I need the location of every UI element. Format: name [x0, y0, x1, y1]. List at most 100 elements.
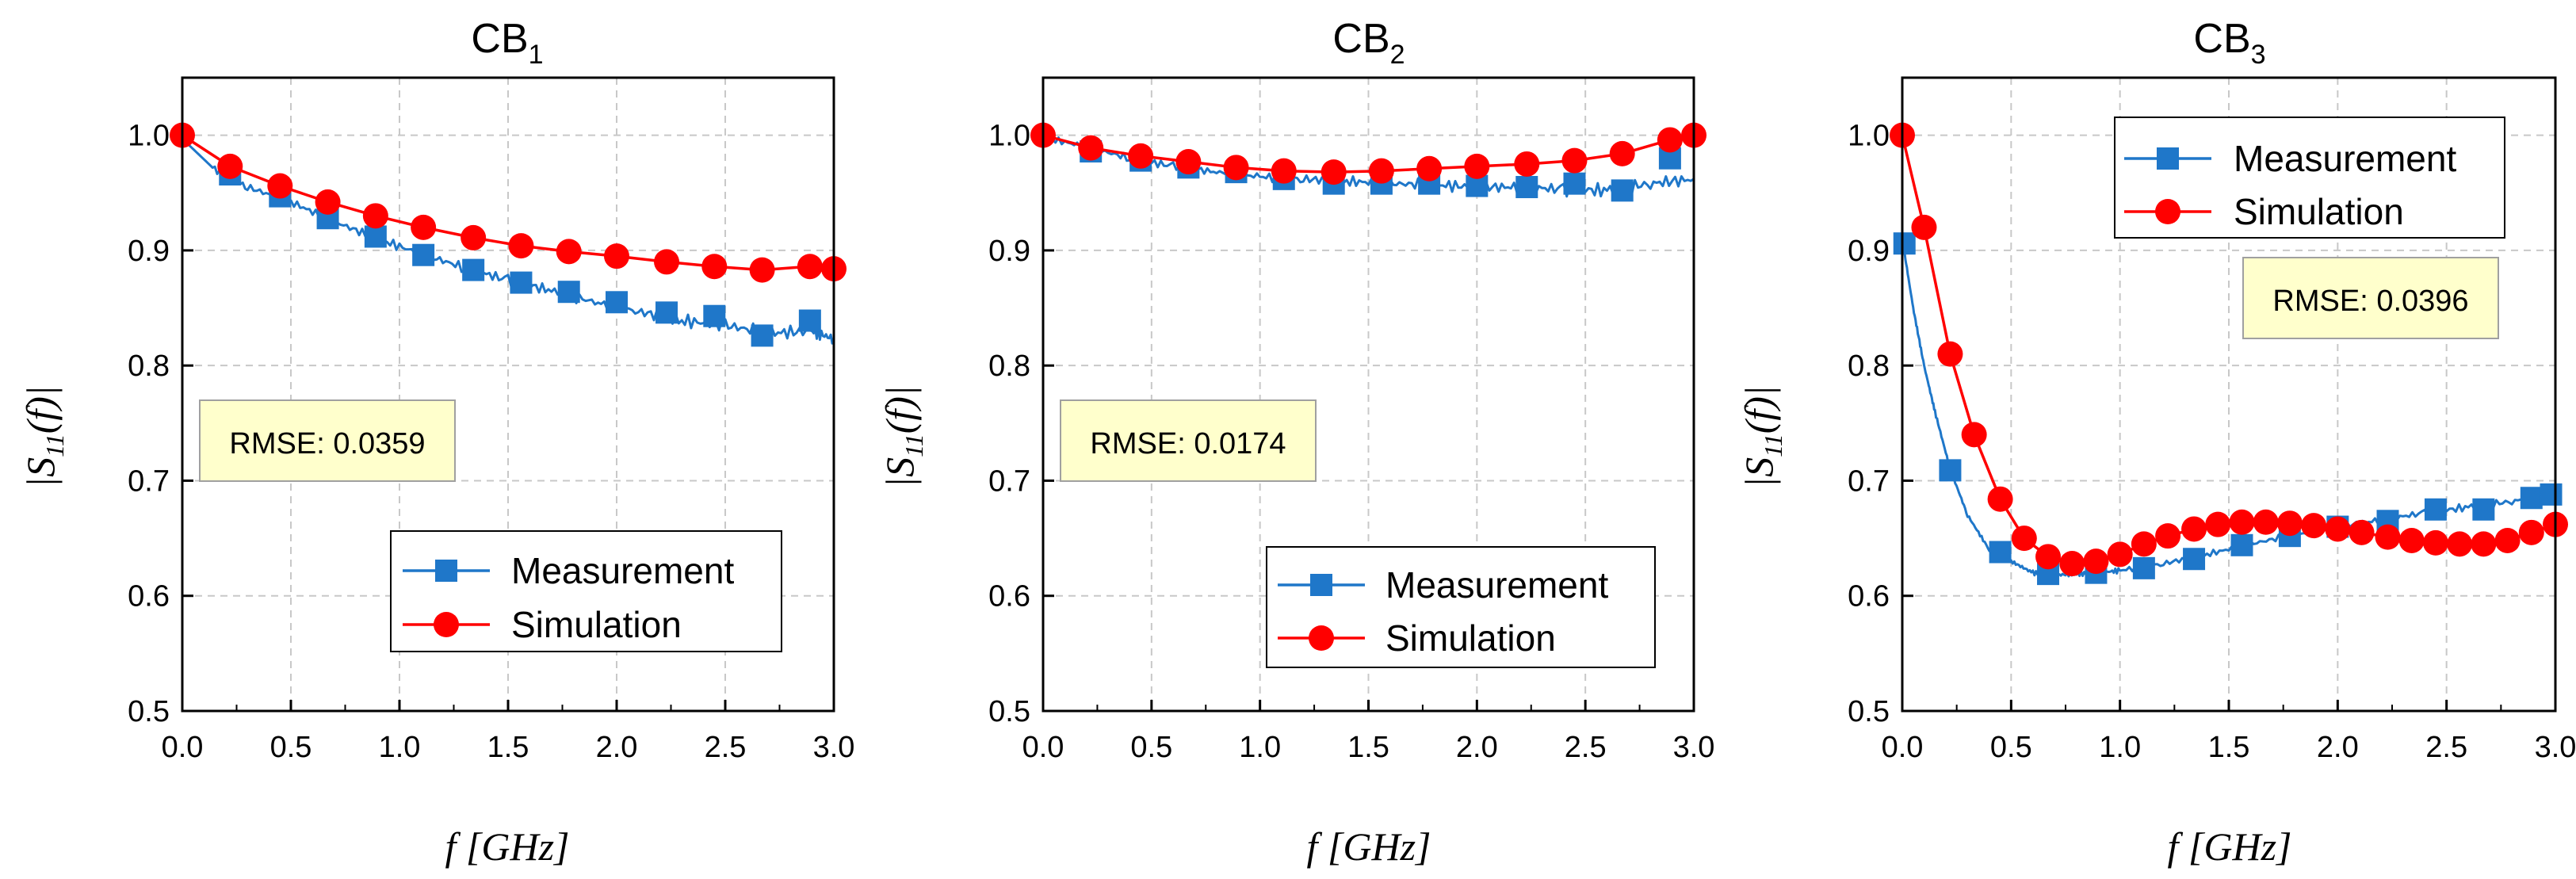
data-point-simulation — [1271, 158, 1297, 184]
y-tick-label: 0.5 — [1848, 695, 1890, 728]
data-point-simulation — [2083, 548, 2109, 575]
chart-title: CB1 — [471, 16, 543, 70]
chart-cb2: CB2 f [GHz] |S11(f)| 0.0 0.5 1.0 1.5 2.0 2.5 3… — [877, 16, 1714, 869]
data-point-measurement — [1515, 176, 1538, 199]
legend-measurement-sample — [403, 560, 490, 582]
x-tick-label: 2.0 — [1456, 731, 1498, 764]
legend-simulation-label: Simulation — [1385, 617, 1556, 659]
legend: Measurement Simulation — [2114, 117, 2505, 239]
data-point-simulation — [604, 243, 629, 269]
data-point-simulation — [556, 239, 582, 265]
data-point-measurement — [364, 225, 387, 248]
plot-area: 0.0 0.5 1.0 1.5 2.0 2.5 3.00.50.60.70.80.91.0 — [1848, 76, 2576, 764]
data-point-measurement — [1893, 232, 1916, 255]
markers-measurement — [219, 163, 821, 347]
data-point-simulation — [411, 214, 437, 240]
legend-measurement-label: Measurement — [1385, 564, 1608, 606]
rmse-label: RMSE: 0.0359 — [229, 427, 425, 461]
data-point-simulation — [1128, 143, 1154, 169]
x-tick-label: 1.0 — [2099, 731, 2141, 764]
rmse-box-background — [2242, 257, 2499, 339]
data-point-simulation — [2494, 527, 2521, 553]
data-point-measurement — [2540, 483, 2563, 506]
data-point-simulation — [701, 254, 728, 280]
legend-marker — [435, 560, 457, 582]
plot-frame — [181, 76, 835, 713]
data-point-measurement — [2132, 556, 2155, 579]
rmse-label: RMSE: 0.0396 — [2272, 285, 2468, 318]
y-tick-label: 0.8 — [1848, 350, 1890, 383]
data-point-simulation — [2398, 527, 2425, 553]
data-point-simulation — [1937, 341, 1963, 367]
rmse-box: RMSE: 0.0359 — [199, 399, 456, 482]
data-point-measurement — [557, 281, 580, 304]
data-point-simulation — [1657, 127, 1683, 153]
legend-marker — [2157, 147, 2179, 170]
plot-frame — [1901, 76, 2557, 713]
rmse-box: RMSE: 0.0396 — [2242, 257, 2499, 339]
y-tick-label: 0.8 — [988, 350, 1030, 383]
data-point-simulation — [1078, 135, 1104, 161]
legend-simulation-label: Simulation — [2234, 191, 2404, 232]
plot-area: 0.0 0.5 1.0 1.5 2.0 2.5 3.00.50.60.70.80.91.0 — [128, 76, 854, 764]
x-tick-label: 1.0 — [1239, 731, 1281, 764]
x-tick-label: 3.0 — [2535, 731, 2576, 764]
y-tick-label: 0.6 — [1848, 580, 1890, 613]
data-point-measurement — [1989, 541, 2012, 564]
data-point-simulation — [1609, 140, 1635, 166]
y-axis-label: |S11(f)| — [18, 385, 69, 487]
x-tick-label: 2.5 — [705, 731, 747, 764]
legend-simulation-sample — [1278, 625, 1365, 651]
data-point-simulation — [1561, 147, 1588, 174]
data-point-simulation — [2422, 529, 2448, 556]
markers-measurement — [1893, 232, 2563, 586]
x-tick-label: 2.0 — [596, 731, 638, 764]
x-tick-label: 2.0 — [2317, 731, 2359, 764]
y-tick-label: 0.9 — [988, 235, 1030, 268]
data-point-simulation — [2059, 551, 2085, 577]
data-point-measurement — [2230, 533, 2253, 556]
data-point-simulation — [1175, 149, 1202, 175]
x-tick-label: 1.5 — [2208, 731, 2250, 764]
legend-measurement-label: Measurement — [2234, 138, 2456, 179]
data-point-simulation — [1223, 155, 1249, 181]
y-axis-label: |S11(f)| — [1737, 385, 1787, 487]
data-point-simulation — [2471, 531, 2497, 557]
data-point-measurement — [1939, 459, 1962, 482]
y-tick-label: 0.9 — [128, 235, 170, 268]
data-point-simulation — [654, 249, 680, 275]
y-tick-label: 0.9 — [1848, 235, 1890, 268]
legend: Measurement Simulation — [1266, 546, 1656, 668]
data-point-measurement — [2424, 498, 2447, 521]
legend-simulation-sample — [403, 612, 490, 637]
x-tick-label: 2.5 — [2425, 731, 2467, 764]
x-tick-label: 0.0 — [162, 731, 204, 764]
data-point-measurement — [751, 324, 774, 347]
data-point-simulation — [2276, 510, 2303, 537]
data-point-simulation — [797, 254, 823, 280]
data-point-measurement — [606, 291, 628, 314]
data-point-measurement — [655, 301, 678, 324]
x-tick-label: 2.5 — [1565, 731, 1607, 764]
x-tick-label: 0.5 — [1130, 731, 1172, 764]
data-point-simulation — [217, 153, 243, 179]
x-axis-label: f [GHz] — [445, 824, 570, 869]
rmse-box-background — [199, 399, 456, 482]
data-point-simulation — [1416, 155, 1443, 182]
legend-frame — [2114, 117, 2505, 239]
data-point-simulation — [2107, 541, 2133, 568]
data-point-measurement — [1611, 179, 1634, 202]
chart-cb1: CB1 f [GHz] |S11(f)| 0.0 0.5 1.0 1.5 2.0 2.5 3… — [18, 16, 854, 869]
legend: Measurement Simulation — [390, 530, 782, 652]
markers-simulation — [170, 122, 847, 283]
data-point-measurement — [2520, 487, 2543, 510]
plot-frame — [1041, 76, 1695, 713]
data-point-simulation — [2325, 516, 2351, 542]
data-point-measurement — [703, 304, 726, 327]
x-tick-label: 0.0 — [1882, 731, 1924, 764]
data-point-simulation — [2349, 519, 2375, 545]
data-point-simulation — [1464, 153, 1490, 179]
data-point-simulation — [1911, 214, 1937, 240]
data-point-measurement — [462, 258, 485, 281]
